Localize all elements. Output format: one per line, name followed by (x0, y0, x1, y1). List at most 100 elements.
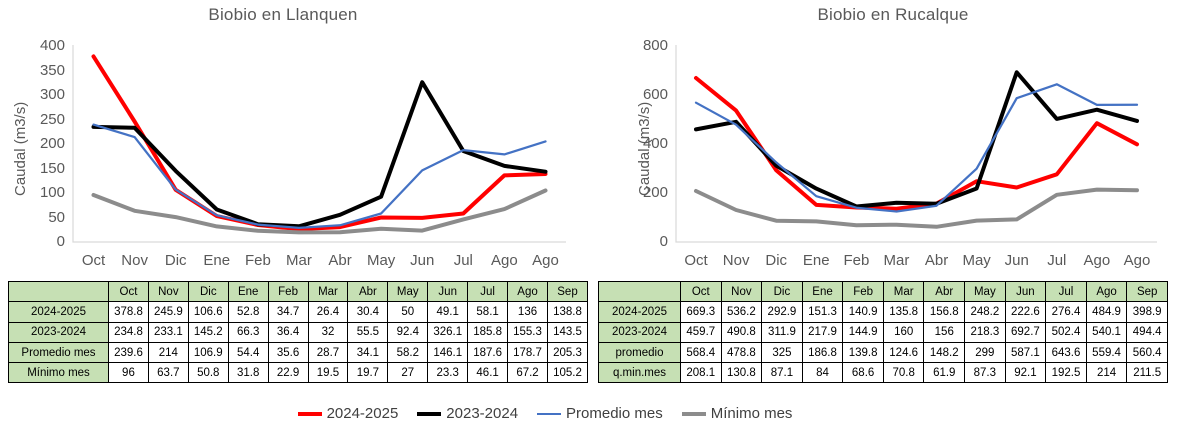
table-cell[interactable]: 560.4 (1126, 341, 1168, 364)
table-cell[interactable]: 143.5 (546, 321, 589, 343)
table-cell[interactable]: 105.2 (546, 362, 589, 384)
month-column-header[interactable]: Sep (1126, 280, 1168, 303)
table-cell[interactable]: 186.8 (801, 341, 844, 364)
table-cell[interactable]: 222.6 (1004, 301, 1047, 323)
month-column-header[interactable]: Nov (147, 280, 189, 303)
table-cell[interactable]: 299 (964, 341, 1006, 364)
table-cell[interactable]: 30.4 (347, 301, 389, 323)
table-cell[interactable]: 61.9 (923, 362, 966, 384)
table-cell[interactable]: 144.9 (842, 321, 884, 343)
table-cell[interactable]: 233.1 (147, 321, 189, 343)
table-cell[interactable]: 106.6 (187, 301, 229, 323)
table-cell[interactable]: 138.8 (546, 301, 589, 323)
month-column-header[interactable]: Dic (761, 280, 803, 303)
table-cell[interactable]: 46.1 (467, 362, 509, 384)
month-column-header[interactable]: May (964, 280, 1006, 303)
table-cell[interactable]: 494.4 (1126, 321, 1168, 343)
table-cell[interactable]: 205.3 (546, 341, 589, 364)
month-column-header[interactable]: Abr (347, 280, 389, 303)
row-label[interactable]: q.min.mes (598, 362, 681, 384)
month-column-header[interactable]: Ago (1085, 280, 1128, 303)
table-corner-cell[interactable] (598, 280, 681, 303)
month-column-header[interactable]: Mar (307, 280, 349, 303)
table-cell[interactable]: 540.1 (1085, 321, 1128, 343)
table-cell[interactable]: 398.9 (1126, 301, 1168, 323)
month-column-header[interactable]: Feb (842, 280, 884, 303)
row-label[interactable]: promedio (598, 341, 681, 364)
row-label[interactable]: Promedio mes (8, 341, 109, 364)
table-cell[interactable]: 325 (761, 341, 803, 364)
table-cell[interactable]: 214 (147, 341, 189, 364)
month-column-header[interactable]: Feb (267, 280, 309, 303)
table-cell[interactable]: 70.8 (882, 362, 925, 384)
table-cell[interactable]: 26.4 (307, 301, 349, 323)
table-cell[interactable]: 378.8 (108, 301, 149, 323)
table-cell[interactable]: 218.3 (964, 321, 1006, 343)
table-cell[interactable]: 692.7 (1004, 321, 1047, 343)
table-cell[interactable]: 185.8 (467, 321, 509, 343)
table-cell[interactable]: 326.1 (427, 321, 469, 343)
table-cell[interactable]: 35.6 (267, 341, 309, 364)
table-cell[interactable]: 58.2 (387, 341, 429, 364)
month-column-header[interactable]: Jun (427, 280, 469, 303)
table-cell[interactable]: 643.6 (1045, 341, 1087, 364)
table-cell[interactable]: 292.9 (761, 301, 803, 323)
table-cell[interactable]: 54.4 (227, 341, 269, 364)
row-label[interactable]: Mínimo mes (8, 362, 109, 384)
table-cell[interactable]: 146.1 (427, 341, 469, 364)
table-cell[interactable]: 32 (307, 321, 349, 343)
table-cell[interactable]: 36.4 (267, 321, 309, 343)
row-label[interactable]: 2023-2024 (598, 321, 681, 343)
table-cell[interactable]: 669.3 (680, 301, 722, 323)
table-cell[interactable]: 55.5 (347, 321, 389, 343)
table-cell[interactable]: 192.5 (1045, 362, 1087, 384)
table-cell[interactable]: 28.7 (307, 341, 349, 364)
table-cell[interactable]: 27 (387, 362, 429, 384)
table-cell[interactable]: 96 (108, 362, 149, 384)
row-label[interactable]: 2024-2025 (598, 301, 681, 323)
table-cell[interactable]: 145.2 (187, 321, 229, 343)
table-cell[interactable]: 502.4 (1045, 321, 1087, 343)
table-cell[interactable]: 87.3 (964, 362, 1006, 384)
table-cell[interactable]: 160 (882, 321, 925, 343)
table-cell[interactable]: 248.2 (964, 301, 1006, 323)
table-cell[interactable]: 66.3 (227, 321, 269, 343)
month-column-header[interactable]: May (387, 280, 429, 303)
month-column-header[interactable]: Jul (1045, 280, 1087, 303)
table-cell[interactable]: 156.8 (923, 301, 966, 323)
table-cell[interactable]: 34.7 (267, 301, 309, 323)
table-cell[interactable]: 50.8 (187, 362, 229, 384)
table-cell[interactable]: 106.9 (187, 341, 229, 364)
table-cell[interactable]: 52.8 (227, 301, 269, 323)
table-cell[interactable]: 490.8 (720, 321, 763, 343)
table-cell[interactable]: 239.6 (108, 341, 149, 364)
table-cell[interactable]: 49.1 (427, 301, 469, 323)
table-cell[interactable]: 23.3 (427, 362, 469, 384)
table-cell[interactable]: 135.8 (882, 301, 925, 323)
table-cell[interactable]: 87.1 (761, 362, 803, 384)
table-cell[interactable]: 68.6 (842, 362, 884, 384)
table-cell[interactable]: 22.9 (267, 362, 309, 384)
month-column-header[interactable]: Ago (507, 280, 548, 303)
table-cell[interactable]: 136 (507, 301, 548, 323)
table-cell[interactable]: 140.9 (842, 301, 884, 323)
table-cell[interactable]: 124.6 (882, 341, 925, 364)
row-label[interactable]: 2023-2024 (8, 321, 109, 343)
table-cell[interactable]: 148.2 (923, 341, 966, 364)
table-cell[interactable]: 19.5 (307, 362, 349, 384)
table-cell[interactable]: 63.7 (147, 362, 189, 384)
month-column-header[interactable]: Oct (680, 280, 722, 303)
month-column-header[interactable]: Ene (227, 280, 269, 303)
table-cell[interactable]: 208.1 (680, 362, 722, 384)
month-column-header[interactable]: Oct (108, 280, 149, 303)
month-column-header[interactable]: Sep (546, 280, 589, 303)
table-cell[interactable]: 130.8 (720, 362, 763, 384)
table-cell[interactable]: 139.8 (842, 341, 884, 364)
month-column-header[interactable]: Abr (923, 280, 966, 303)
table-cell[interactable]: 84 (801, 362, 844, 384)
table-cell[interactable]: 559.4 (1085, 341, 1128, 364)
table-cell[interactable]: 92.1 (1004, 362, 1047, 384)
table-cell[interactable]: 459.7 (680, 321, 722, 343)
table-cell[interactable]: 587.1 (1004, 341, 1047, 364)
table-cell[interactable]: 31.8 (227, 362, 269, 384)
